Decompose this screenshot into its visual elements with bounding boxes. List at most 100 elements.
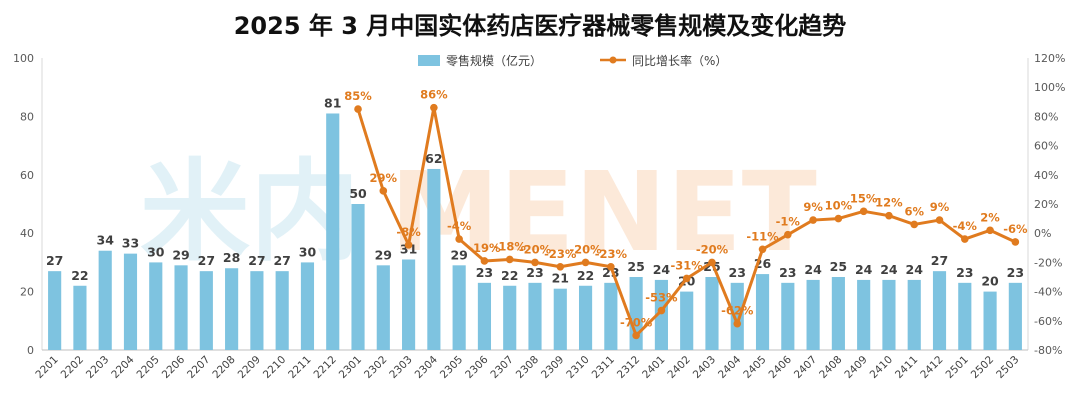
y-left-tick-label: 20: [20, 286, 34, 299]
bar: [250, 271, 264, 350]
growth-value-label: -70%: [620, 315, 653, 329]
x-tick-label: 2309: [539, 354, 566, 381]
bar: [376, 265, 390, 350]
bar-value-label: 21: [552, 271, 569, 286]
growth-point: [455, 235, 463, 243]
bar-value-label: 23: [1007, 265, 1024, 280]
bar: [781, 282, 795, 350]
bar: [806, 279, 820, 350]
bar: [578, 285, 593, 350]
y-right-tick-label: -80%: [1034, 344, 1062, 357]
y-left-tick-label: 40: [20, 227, 34, 240]
growth-value-label: -53%: [645, 291, 678, 305]
watermark-text-en: MENET: [390, 148, 817, 276]
growth-value-label: 9%: [930, 200, 950, 214]
growth-point: [910, 220, 919, 229]
y-right-tick-label: -20%: [1034, 256, 1062, 269]
bar: [149, 262, 163, 350]
growth-value-label: -1%: [776, 215, 801, 229]
bar: [48, 271, 62, 350]
growth-point: [935, 216, 944, 224]
bar-value-label: 23: [476, 265, 493, 280]
bar: [477, 282, 492, 350]
x-tick-label: 2405: [741, 354, 768, 381]
growth-point: [581, 258, 590, 267]
bar: [225, 268, 239, 350]
bar-value-label: 23: [956, 265, 973, 280]
growth-value-label: -31%: [671, 258, 704, 272]
bar: [857, 279, 871, 350]
growth-value-label: -23%: [544, 247, 577, 261]
growth-point: [885, 211, 893, 220]
growth-value-label: -62%: [721, 304, 754, 318]
growth-point: [708, 258, 716, 267]
bar-value-label: 33: [122, 236, 139, 251]
x-tick-label: 2307: [488, 354, 515, 381]
x-tick-label: 2305: [438, 354, 465, 381]
bar: [351, 204, 365, 350]
bar: [907, 279, 921, 350]
y-left-tick-label: 100: [13, 52, 34, 65]
growth-value-label: 15%: [850, 191, 878, 205]
bar: [654, 279, 668, 350]
bar-value-label: 23: [779, 265, 796, 280]
x-tick-label: 2212: [311, 354, 338, 381]
x-tick-label: 2306: [463, 353, 491, 381]
growth-point: [632, 331, 640, 340]
growth-point: [556, 262, 565, 271]
growth-value-label: 9%: [803, 200, 823, 214]
growth-point: [480, 257, 489, 265]
x-tick-label: 2410: [868, 354, 895, 381]
x-tick-label: 2402: [665, 354, 692, 381]
bar-value-label: 29: [172, 247, 189, 262]
growth-point: [834, 214, 843, 223]
bar-value-label: 25: [627, 259, 644, 274]
legend-line-marker: [609, 56, 617, 64]
x-tick-label: 2501: [944, 354, 971, 381]
bar-value-label: 81: [324, 95, 341, 110]
x-tick-label: 2502: [969, 354, 996, 381]
bar: [326, 113, 340, 350]
growth-value-label: -4%: [447, 219, 472, 233]
growth-point: [784, 230, 792, 239]
bar-value-label: 27: [248, 253, 265, 268]
bar-value-label: 30: [147, 244, 165, 259]
growth-value-label: 2%: [980, 210, 1000, 224]
bar: [528, 282, 542, 350]
bar: [755, 274, 770, 350]
growth-value-label: -23%: [595, 247, 628, 261]
x-tick-label: 2404: [716, 353, 744, 381]
growth-point: [354, 105, 362, 113]
bar-value-label: 27: [46, 253, 63, 268]
bar: [123, 253, 138, 350]
bar-value-label: 23: [526, 265, 543, 280]
bar-value-label: 27: [198, 253, 215, 268]
growth-point: [809, 216, 817, 224]
x-tick-label: 2204: [109, 353, 137, 381]
bar: [174, 265, 188, 350]
growth-point: [986, 226, 994, 235]
bar: [705, 277, 719, 350]
x-tick-label: 2406: [767, 353, 795, 381]
y-right-tick-label: 80%: [1034, 110, 1058, 123]
bar: [983, 291, 997, 350]
growth-value-label: 12%: [875, 196, 903, 210]
bar-value-label: 24: [804, 262, 822, 277]
bar-value-label: 24: [880, 262, 898, 277]
bar: [882, 279, 896, 350]
y-right-tick-label: 100%: [1034, 81, 1065, 94]
bar-value-label: 24: [855, 262, 873, 277]
x-tick-label: 2303: [387, 354, 414, 381]
bar-value-label: 62: [425, 151, 442, 166]
growth-point: [758, 245, 767, 254]
growth-value-label: -8%: [396, 225, 421, 239]
x-tick-label: 2407: [792, 354, 819, 381]
x-tick-label: 2206: [160, 353, 188, 381]
bar-value-label: 22: [501, 268, 518, 283]
growth-point: [682, 274, 691, 283]
bar: [604, 282, 618, 350]
legend-bar-swatch: [418, 55, 440, 66]
growth-point: [531, 258, 539, 267]
growth-value-label: -18%: [494, 239, 527, 253]
